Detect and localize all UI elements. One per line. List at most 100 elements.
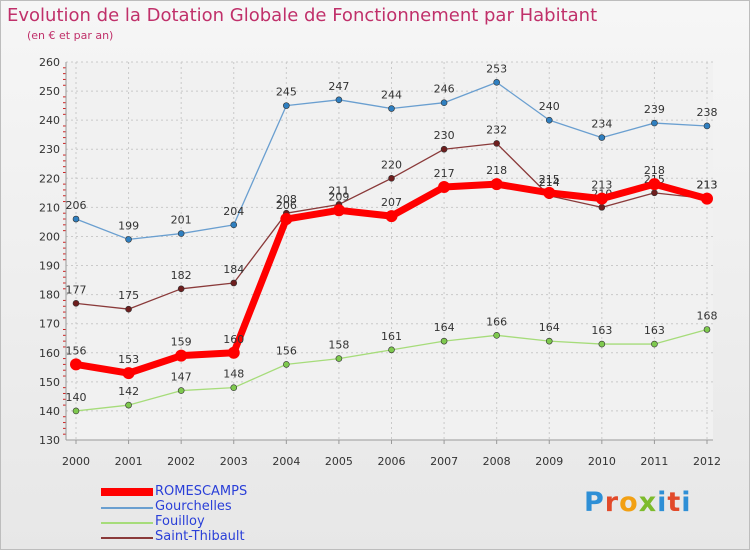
x-tick-label: 2011 <box>640 455 668 468</box>
data-label: 214 <box>539 176 560 189</box>
data-label: 230 <box>434 129 455 142</box>
x-tick-label: 2004 <box>272 455 300 468</box>
y-tick-label: 240 <box>39 114 60 127</box>
data-label: 218 <box>644 164 665 177</box>
data-point <box>72 407 80 415</box>
data-label: 238 <box>697 106 718 119</box>
x-tick-label: 2003 <box>220 455 248 468</box>
y-tick-label: 190 <box>39 260 60 273</box>
legend-swatch-romescamps <box>101 488 153 496</box>
data-point <box>595 192 608 205</box>
y-tick-label: 250 <box>39 85 60 98</box>
y-tick-label: 260 <box>39 56 60 69</box>
data-label: 163 <box>644 324 665 337</box>
data-point <box>230 384 238 391</box>
logo-letter: i <box>681 487 692 518</box>
y-tick-label: 150 <box>39 376 60 389</box>
data-label: 177 <box>66 283 87 296</box>
data-label: 253 <box>486 62 507 75</box>
x-tick-label: 2005 <box>325 455 353 468</box>
legend-item-fouilloy[interactable]: Fouilloy <box>101 515 361 530</box>
data-label: 161 <box>381 330 402 343</box>
y-tick-label: 130 <box>39 434 60 447</box>
x-tick-label: 2002 <box>167 455 195 468</box>
data-point <box>122 367 135 380</box>
data-point <box>72 215 80 223</box>
logo-letter: P <box>584 487 605 518</box>
y-tick-label: 170 <box>39 318 60 331</box>
data-label: 168 <box>697 310 718 323</box>
data-point <box>283 361 290 368</box>
legend-item-gourchelles[interactable]: Gourchelles <box>101 500 361 515</box>
legend-item-romescamps[interactable]: ROMESCAMPS <box>101 485 361 500</box>
legend-label-romescamps: ROMESCAMPS <box>155 484 248 499</box>
data-label: 164 <box>434 321 455 334</box>
data-point <box>703 122 711 130</box>
data-label: 245 <box>276 86 297 99</box>
data-label: 140 <box>66 391 87 404</box>
proxiti-logo: Proxiti <box>584 487 692 518</box>
data-label: 175 <box>118 289 139 302</box>
data-label: 204 <box>223 205 244 218</box>
data-label: 244 <box>381 89 402 102</box>
data-label: 247 <box>328 80 349 93</box>
data-point <box>335 355 343 362</box>
legend-swatch-fouilloy <box>101 522 153 524</box>
y-tick-label: 140 <box>39 405 60 418</box>
data-point <box>230 279 238 287</box>
data-point <box>283 102 290 109</box>
data-point <box>280 213 293 226</box>
data-label: 211 <box>328 184 349 197</box>
data-point <box>598 204 606 211</box>
data-label: 213 <box>591 179 612 192</box>
logo-letter: r <box>604 487 620 518</box>
data-point <box>125 236 132 243</box>
data-label: 218 <box>486 164 507 177</box>
data-label: 206 <box>276 199 297 212</box>
chart-title: Evolution de la Dotation Globale de Fonc… <box>7 5 598 26</box>
data-label: 209 <box>328 190 349 203</box>
data-label: 246 <box>434 83 455 96</box>
data-point <box>440 337 448 345</box>
data-label: 184 <box>223 263 244 276</box>
data-point <box>651 189 658 197</box>
data-label: 160 <box>223 333 244 346</box>
legend-label-gourchelles: Gourchelles <box>155 499 232 514</box>
data-point <box>438 181 451 194</box>
data-point <box>335 96 343 104</box>
y-tick-label: 220 <box>39 172 60 185</box>
data-point <box>227 346 240 359</box>
data-point <box>493 332 500 339</box>
legend-swatch-gourchelles <box>101 507 153 509</box>
data-label: 213 <box>697 179 718 192</box>
data-label: 153 <box>118 353 139 366</box>
legend-label-fouilloy: Fouilloy <box>155 514 205 529</box>
y-tick-label: 230 <box>39 143 60 156</box>
legend-item-saint-thibault[interactable]: Saint-Thibault <box>101 530 361 545</box>
x-tick-label: 2008 <box>483 455 511 468</box>
data-point <box>651 340 658 348</box>
x-tick-label: 2007 <box>430 455 458 468</box>
x-tick-label: 2006 <box>378 455 406 468</box>
y-tick-label: 180 <box>39 289 60 302</box>
data-label: 234 <box>591 118 612 131</box>
data-label: 142 <box>118 385 139 398</box>
data-point <box>388 105 395 112</box>
x-tick-label: 2001 <box>115 455 143 468</box>
data-point <box>703 326 711 333</box>
data-point <box>230 221 238 229</box>
data-label: 206 <box>66 199 87 212</box>
plot-area <box>66 62 713 440</box>
data-label: 208 <box>276 193 297 206</box>
data-label: 163 <box>591 324 612 337</box>
data-point <box>598 340 606 348</box>
legend-swatch-saint-thibault <box>101 537 153 539</box>
data-point <box>72 300 80 307</box>
data-label: 156 <box>66 344 87 357</box>
data-label: 201 <box>171 214 192 227</box>
data-point <box>177 387 185 394</box>
data-label: 164 <box>539 321 560 334</box>
data-point <box>388 175 395 182</box>
data-label: 158 <box>328 339 349 352</box>
